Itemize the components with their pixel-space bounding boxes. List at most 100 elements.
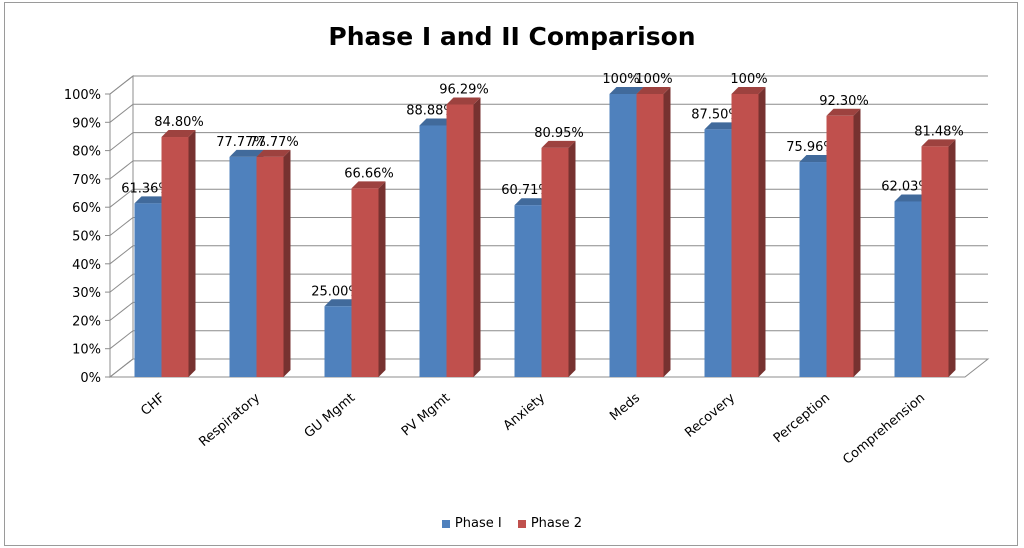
legend-item-phase-2: Phase 2 [517, 516, 582, 531]
bar [229, 156, 257, 377]
bar-top [446, 97, 481, 105]
data-label: 62.03% [881, 179, 931, 194]
bar-top [229, 149, 264, 157]
bar [541, 147, 569, 377]
gridline [109, 188, 988, 208]
bar-side [283, 149, 291, 377]
bar [826, 115, 854, 377]
legend-label-phase-1: Phase I [454, 516, 502, 531]
legend-swatch-phase-2 [517, 519, 526, 528]
bar [609, 94, 637, 377]
data-label: 77.77% [216, 135, 266, 150]
gridline [109, 273, 988, 293]
bar [351, 188, 379, 377]
data-label: 61.36% [121, 181, 171, 196]
bar [894, 201, 922, 377]
y-tick-label: 30% [72, 286, 101, 301]
data-label: 66.66% [344, 166, 394, 181]
bar [134, 203, 162, 377]
x-tick-label: Perception [771, 391, 833, 447]
x-tick-label: Comprehension [840, 391, 928, 468]
y-tick-label: 80% [72, 145, 101, 160]
bar-side [663, 87, 671, 377]
gridline [109, 160, 988, 180]
bar [921, 146, 949, 377]
data-label: 84.80% [154, 115, 204, 130]
x-tick-label: Respiratory [196, 390, 263, 450]
bar-top [514, 198, 549, 206]
gridline [109, 245, 988, 265]
y-tick-label: 10% [72, 343, 101, 358]
bar [799, 162, 827, 377]
bar-top [731, 87, 766, 94]
bar-side [568, 140, 576, 377]
bar-side [948, 139, 956, 377]
bar [731, 94, 759, 377]
bar [446, 104, 474, 377]
bar-side [758, 87, 766, 377]
bar-top [351, 181, 386, 189]
gridline [109, 132, 988, 151]
chart-legend: Phase I Phase 2 [0, 516, 1024, 531]
y-tick-label: 60% [72, 201, 101, 216]
bar-side [853, 108, 861, 377]
data-label: 88.88% [406, 103, 456, 118]
bar-top [134, 196, 169, 204]
bar-side [473, 97, 481, 377]
bar-top [799, 155, 834, 163]
bar-top [324, 299, 359, 307]
bar-top [894, 194, 929, 202]
y-tick-label: 40% [72, 258, 101, 273]
data-label: 25.00% [311, 284, 361, 299]
gridline [109, 103, 988, 123]
x-tick-label: Recovery [682, 390, 738, 440]
bar [161, 137, 189, 377]
bar-side [188, 130, 196, 377]
bar-top [541, 140, 576, 148]
data-label: 87.50% [691, 107, 741, 122]
gridline [109, 217, 988, 236]
gridline [109, 358, 988, 378]
bar-top [826, 108, 861, 116]
bar-top [921, 139, 956, 147]
x-tick-label: Meds [607, 390, 643, 424]
bar [324, 306, 352, 377]
bar-top [636, 87, 671, 94]
data-label: 60.71% [501, 183, 551, 198]
x-tick-label: PV Mgmt [399, 391, 453, 440]
bar [514, 205, 542, 377]
data-label: 100% [730, 72, 767, 87]
data-label: 100% [635, 72, 672, 87]
y-tick-label: 50% [72, 230, 101, 245]
gridline [109, 301, 988, 321]
y-tick-label: 90% [72, 116, 101, 131]
bar-top [256, 149, 291, 157]
y-tick-label: 20% [72, 314, 101, 329]
bar [256, 156, 284, 377]
x-tick-label: Anxiety [501, 390, 549, 433]
y-tick-label: 70% [72, 173, 101, 188]
bar [704, 129, 732, 377]
legend-swatch-phase-1 [441, 519, 450, 528]
data-label: 100% [602, 72, 639, 87]
bar [419, 125, 447, 377]
x-tick-label: GU Mgmt [302, 391, 358, 442]
x-tick-label: CHF [138, 391, 168, 419]
bar [636, 94, 664, 377]
bar-top [609, 87, 644, 94]
bar-top [161, 130, 196, 138]
data-label: 80.95% [534, 126, 584, 141]
data-label: 96.29% [439, 82, 489, 97]
y-tick-label: 100% [64, 88, 101, 103]
data-label: 75.96% [786, 140, 836, 155]
bar-side [378, 181, 386, 377]
data-label: 81.48% [914, 124, 964, 139]
bar-top [419, 118, 454, 126]
bar-top [704, 122, 739, 130]
y-tick-label: 0% [80, 371, 101, 386]
data-label: 77.77% [249, 135, 299, 150]
gridline [109, 75, 988, 95]
gridline [109, 330, 988, 350]
legend-item-phase-1: Phase I [441, 516, 502, 531]
